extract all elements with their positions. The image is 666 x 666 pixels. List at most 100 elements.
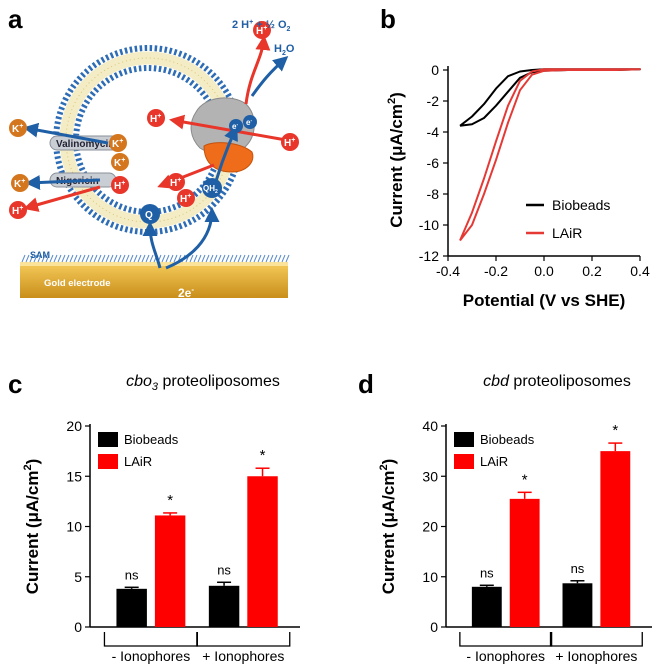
sam-tick — [241, 254, 246, 263]
sam-tick — [21, 254, 26, 263]
sam-tick — [201, 254, 206, 263]
sam-tick — [165, 254, 170, 263]
sam-tick — [205, 254, 210, 263]
sam-label: SAM — [30, 250, 50, 260]
bar-biobeads — [471, 586, 502, 627]
legend-label: Biobeads — [552, 197, 610, 213]
panel-label-b: b — [380, 4, 396, 34]
sam-tick — [105, 254, 110, 263]
series-line-lair — [459, 68, 641, 242]
sam-tick — [125, 254, 130, 263]
legend-label: Biobeads — [124, 432, 179, 447]
sam-tick — [49, 254, 54, 263]
sam-tick — [89, 254, 94, 263]
sam-tick — [93, 254, 98, 263]
significance-label: ns — [480, 565, 494, 580]
sam-tick — [33, 254, 38, 263]
sam-tick — [29, 254, 34, 263]
group-bracket — [103, 632, 198, 647]
gold-electrode: Gold electrode — [20, 262, 288, 298]
panel-label-c: c — [8, 369, 22, 399]
sam-tick — [109, 254, 114, 263]
significance-label: * — [260, 447, 266, 464]
h-ion: H+ — [111, 176, 129, 194]
sam-tick — [265, 254, 270, 263]
sam-tick — [77, 254, 82, 263]
y-tick-label: -10 — [419, 217, 439, 233]
h-ion: H+ — [281, 133, 299, 151]
panel-label-d: d — [358, 369, 374, 399]
sam-tick — [209, 254, 214, 263]
group-label: + Ionophores — [202, 648, 284, 664]
sam-tick — [149, 254, 154, 263]
x-axis-title: Potential (V vs SHE) — [463, 291, 625, 310]
y-tick-label: 10 — [66, 519, 82, 535]
k-ion: K+ — [11, 174, 29, 192]
sam-tick — [189, 254, 194, 263]
y-tick-label: 5 — [74, 569, 82, 585]
y-tick-label: 20 — [66, 418, 82, 434]
sam-tick — [133, 254, 138, 263]
h-ion: H+ — [177, 189, 195, 207]
svg-text:H+: H+ — [256, 25, 267, 37]
y-tick-label: 0 — [430, 619, 438, 635]
sam-tick — [277, 254, 282, 263]
panel-b: b -0.4 -0.2 0.0 0.2 0.4 0 -2 -4 -6 -8 -10 -12 Biobea… — [380, 4, 650, 310]
x-tick-label: -0.4 — [436, 263, 460, 279]
panel-title: cbo3 proteoliposomes — [126, 373, 280, 393]
group-bracket — [196, 632, 291, 647]
y-tick-label: 10 — [422, 569, 438, 585]
y-tick-label: -2 — [427, 93, 440, 109]
svg-text:H+: H+ — [114, 180, 125, 192]
svg-text:H+: H+ — [12, 205, 23, 217]
quinone: Q — [140, 204, 160, 224]
group-bracket — [549, 632, 643, 647]
h-ion: H+ — [167, 173, 185, 191]
sam-tick — [101, 254, 106, 263]
x-tick-label: -0.2 — [484, 263, 508, 279]
y-tick-label: 0 — [431, 62, 439, 78]
h-ion: H+ — [253, 21, 271, 39]
sam-tick — [281, 254, 286, 263]
legend-label: LAiR — [124, 454, 152, 469]
svg-text:H+: H+ — [170, 177, 181, 189]
svg-text:H+: H+ — [284, 137, 295, 149]
sam-tick — [81, 254, 86, 263]
significance-label: * — [167, 492, 173, 509]
group-label: - Ionophores — [466, 648, 545, 664]
x-tick-label: 0.2 — [582, 263, 602, 279]
group-bracket — [459, 632, 553, 647]
y-axis-title: Current (μA/cm2) — [22, 459, 42, 595]
sam-tick — [197, 254, 202, 263]
sam-tick — [233, 254, 238, 263]
sam-tick — [257, 254, 262, 263]
sam-tick — [269, 254, 274, 263]
oxidase-protein — [190, 97, 255, 173]
y-tick-label: 40 — [422, 418, 438, 434]
legend-swatch — [98, 432, 118, 447]
sam-tick — [285, 254, 290, 263]
sam-tick — [261, 254, 266, 263]
sam-tick — [173, 254, 178, 263]
group-label: + Ionophores — [555, 648, 637, 664]
y-tick-label: -6 — [427, 155, 440, 171]
water-label: H2O — [274, 43, 295, 57]
quinol: QH2 — [202, 178, 222, 198]
panel-a: a Gold electrode SAM Valinomycin Nigeri — [8, 4, 299, 300]
sam-tick — [25, 254, 30, 263]
y-tick-label: -12 — [419, 248, 439, 264]
sam-tick — [225, 254, 230, 263]
sam-tick — [249, 254, 254, 263]
sam-tick — [37, 254, 42, 263]
h-ion: H+ — [9, 201, 27, 219]
y-tick-label: 30 — [422, 468, 438, 484]
significance-label: ns — [217, 562, 231, 577]
sam-tick — [121, 254, 126, 263]
sam-tick — [145, 254, 150, 263]
significance-label: ns — [571, 561, 585, 576]
sam-tick — [73, 254, 78, 263]
h-ion: H+ — [147, 109, 165, 127]
svg-text:e-: e- — [232, 122, 238, 131]
y-axis-title: Current (μA/cm2) — [386, 92, 406, 228]
